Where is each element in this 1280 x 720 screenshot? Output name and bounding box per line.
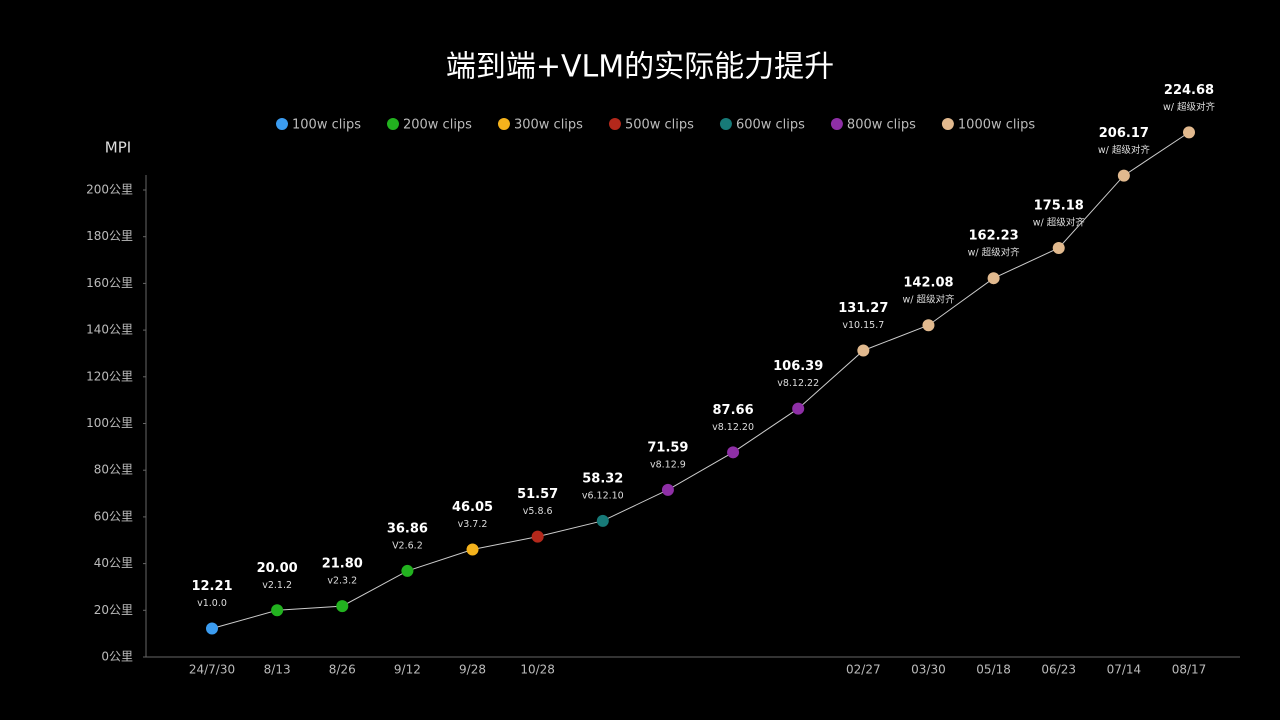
legend-marker [830, 118, 843, 130]
legend-label: 200w clips [403, 118, 472, 133]
legend-marker [941, 118, 954, 130]
y-tick-label: 20公里 [94, 603, 133, 617]
annotation: v8.12.9 [650, 459, 686, 470]
annotation: v10.15.7 [842, 320, 884, 331]
annotation: v8.12.20 [712, 422, 754, 433]
legend-marker [719, 118, 732, 130]
value-label: 206.17 [1099, 126, 1149, 141]
value-label: 224.68 [1164, 83, 1214, 98]
value-label: 36.86 [387, 521, 428, 536]
annotation: v8.12.22 [777, 378, 819, 389]
annotation: v1.0.0 [197, 598, 227, 609]
point [206, 622, 218, 635]
y-tick-label: 160公里 [86, 276, 133, 290]
legend-label: 600w clips [736, 118, 805, 133]
point [401, 564, 414, 577]
legend-label: 100w clips [292, 118, 361, 133]
annotation: v6.12.10 [582, 490, 624, 501]
point [987, 272, 1000, 285]
value-label: 106.39 [773, 359, 823, 374]
x-tick-label: 10/28 [520, 663, 555, 677]
legend-marker [276, 118, 288, 130]
point [1052, 241, 1065, 254]
point [596, 514, 609, 527]
x-tick-label: 9/28 [459, 663, 486, 677]
x-tick-label: 9/12 [394, 663, 421, 677]
x-tick-label: 08/17 [1172, 663, 1207, 677]
x-tick-label: 06/23 [1041, 663, 1076, 677]
value-label: 20.00 [257, 561, 298, 576]
point [922, 319, 935, 332]
legend-label: 1000w clips [958, 118, 1035, 133]
annotation: w/ 超级对齐 [968, 247, 1020, 259]
value-label: 71.59 [647, 440, 688, 455]
annotation: w/ 超级对齐 [902, 294, 954, 306]
point [661, 483, 674, 496]
value-label: 58.32 [582, 471, 623, 486]
annotation: v2.1.2 [262, 580, 292, 591]
point [1117, 169, 1130, 182]
legend-label: 300w clips [514, 118, 583, 133]
annotation: V2.6.2 [392, 540, 423, 551]
point [727, 446, 740, 459]
value-label: 12.21 [191, 579, 232, 594]
annotation: w/ 超级对齐 [1098, 144, 1150, 156]
annotation: w/ 超级对齐 [1163, 101, 1215, 113]
annotation: w/ 超级对齐 [1033, 216, 1085, 228]
value-label: 46.05 [452, 500, 493, 515]
y-tick-label: 0公里 [101, 650, 133, 664]
y-axis-label: MPI [105, 139, 131, 157]
y-tick-label: 60公里 [94, 509, 133, 523]
value-label: 162.23 [969, 229, 1019, 244]
legend-marker [497, 118, 510, 130]
y-tick-label: 40公里 [94, 556, 133, 570]
point [466, 543, 479, 556]
point [792, 402, 805, 415]
value-label: 175.18 [1034, 198, 1084, 213]
x-tick-label: 07/14 [1107, 663, 1142, 677]
chart-title: 端到端+VLM的实际能力提升 [446, 50, 834, 85]
x-tick-label: 02/27 [846, 663, 881, 677]
y-tick-label: 140公里 [86, 323, 133, 337]
y-tick-label: 180公里 [86, 229, 133, 243]
value-label: 87.66 [713, 403, 754, 418]
legend-marker [386, 118, 399, 130]
y-tick-label: 100公里 [86, 416, 133, 430]
value-label: 21.80 [322, 557, 363, 572]
value-label: 142.08 [903, 276, 953, 291]
legend-marker [608, 118, 621, 130]
point [271, 604, 284, 617]
value-label: 131.27 [838, 301, 888, 316]
legend-label: 500w clips [625, 118, 694, 133]
y-tick-label: 200公里 [86, 183, 133, 197]
line [211, 131, 1190, 629]
point [531, 530, 544, 543]
point [857, 344, 870, 357]
value-label: 51.57 [517, 487, 558, 502]
x-tick-label: 05/18 [976, 663, 1011, 677]
point [336, 600, 349, 613]
annotation: v2.3.2 [327, 576, 357, 587]
annotation: v3.7.2 [458, 519, 488, 530]
x-tick-label: 03/30 [911, 663, 946, 677]
y-tick-label: 120公里 [86, 369, 133, 383]
annotation: v5.8.6 [523, 506, 553, 517]
x-tick-label: 8/13 [264, 663, 291, 677]
y-tick-label: 80公里 [94, 463, 133, 477]
x-tick-label: 24/7/30 [189, 663, 235, 677]
x-tick-label: 8/26 [329, 663, 356, 677]
point [1183, 126, 1195, 139]
legend-label: 800w clips [847, 118, 916, 133]
